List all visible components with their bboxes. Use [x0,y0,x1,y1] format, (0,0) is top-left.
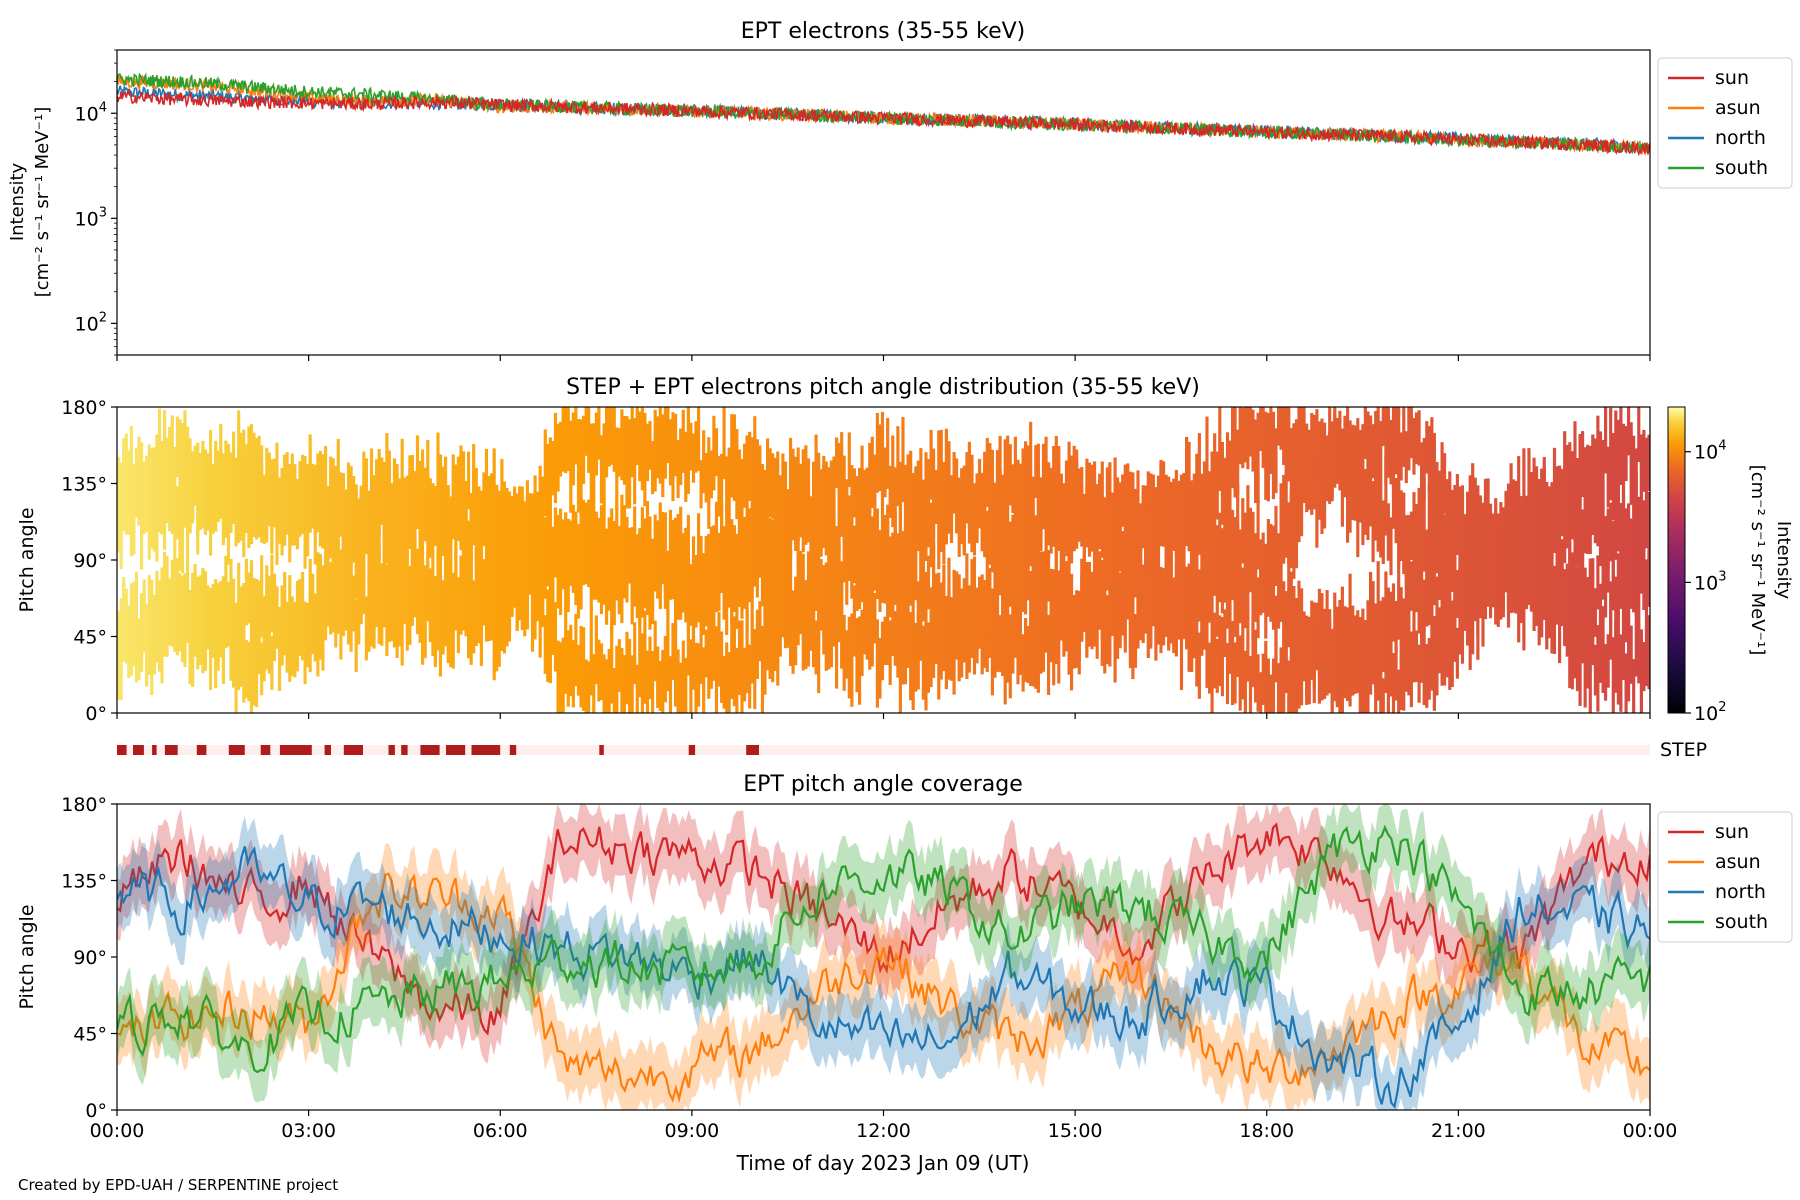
step-on-interval-5 [228,745,245,755]
coverage-y-tick-label-3: 135° [61,871,107,893]
step-on-interval-10 [388,745,395,755]
coverage-y-tick-label-1: 45° [73,1024,107,1046]
step-on-interval-2 [152,745,157,755]
coverage-series-sun [117,822,1650,1036]
x-tick-label-3: 09:00 [664,1120,719,1142]
intensity-panel: EPT electrons (35-55 keV) 102 103 104 Inte… [7,19,1793,361]
x-tick-label-7: 21:00 [1431,1120,1486,1142]
intensity-legend: sun asun north south [1657,57,1793,189]
pad-y-tick-label-0: 0° [85,703,107,725]
pad-heatmap-cells [117,407,1650,713]
footer-credit: Created by EPD-UAH / SERPENTINE project [18,1176,338,1194]
intensity-y-tick-label-0: 102 [75,310,107,335]
colorbar-tick-label-2: 104 [1694,439,1726,464]
x-tick-label-2: 06:00 [473,1120,528,1142]
step-on-interval-7 [279,745,312,755]
step-on-interval-6 [260,745,271,755]
step-on-interval-15 [509,745,517,755]
coverage-legend-label-sun: sun [1715,821,1749,843]
pad-y-tick-label-3: 135° [61,474,107,496]
pad-y-tick-label-2: 90° [73,550,107,572]
intensity-x-ticks [116,355,1651,361]
coverage-x-ticks: 00:00 03:00 06:00 09:00 12:00 15:00 18:00 21:00… [90,1110,1678,1142]
step-strip-label: STEP [1660,739,1707,761]
intensity-legend-label-north: north [1715,127,1766,149]
intensity-y-tick-label-1: 103 [75,205,107,230]
coverage-panel: EPT pitch angle coverage 0° 45° 90° 135° 180… [16,772,1793,1175]
pad-panel-title: STEP + EPT electrons pitch angle distrib… [566,375,1200,400]
step-on-interval-14 [471,745,501,755]
coverage-legend-label-south: south [1715,911,1768,933]
step-on-interval-18 [746,745,759,755]
step-on-interval-0 [117,745,127,755]
coverage-legend-label-north: north [1715,881,1766,903]
intensity-legend-box [1657,57,1793,189]
step-strip: STEP [117,739,1707,761]
pad-y-tick-label-1: 45° [73,627,107,649]
x-tick-label-1: 03:00 [281,1120,336,1142]
intensity-y-tick-label-2: 104 [75,100,107,125]
step-on-interval-1 [133,745,144,755]
colorbar [1667,406,1686,714]
step-on-interval-3 [164,745,178,755]
intensity-y-label-line1: Intensity [7,162,28,241]
pad-y-tick-label-4: 180° [61,397,107,419]
coverage-legend-box [1657,811,1793,943]
coverage-y-tick-label-4: 180° [61,794,107,816]
coverage-legend: sun asun north south [1657,811,1793,943]
step-on-intervals [117,745,759,755]
coverage-band-north [117,815,1650,1110]
intensity-legend-label-south: south [1715,157,1768,179]
colorbar-ticks: 102 103 104 [1685,439,1726,725]
coverage-band-south [117,804,1650,1103]
x-tick-label-0: 00:00 [90,1120,145,1142]
intensity-y-ticks: 102 103 104 [75,49,117,356]
x-tick-label-5: 15:00 [1048,1120,1103,1142]
coverage-series-south [117,824,1650,1074]
step-strip-background [117,745,1650,755]
pad-panel: STEP + EPT electrons pitch angle distrib… [16,375,1794,725]
step-on-interval-12 [420,745,440,755]
pad-y-label: Pitch angle [16,507,38,612]
x-axis-label: Time of day 2023 Jan 09 (UT) [736,1151,1030,1175]
intensity-y-label-line2: [cm⁻² s⁻¹ sr⁻¹ MeV⁻¹] [32,107,53,298]
step-on-interval-13 [446,745,466,755]
coverage-y-tick-label-2: 90° [73,947,107,969]
step-on-interval-9 [343,745,363,755]
colorbar-label-line2: [cm⁻² s⁻¹ sr⁻¹ MeV⁻¹] [1747,465,1768,656]
coverage-band-asun [117,843,1650,1110]
coverage-y-label: Pitch angle [16,904,38,1009]
colorbar-tick-label-0: 102 [1694,700,1726,725]
coverage-series-group [117,804,1650,1110]
step-on-interval-11 [401,745,408,755]
coverage-y-tick-label-0: 0° [85,1100,107,1122]
intensity-legend-label-sun: sun [1715,67,1749,89]
colorbar-tick-label-1: 103 [1694,569,1726,594]
coverage-series-north [117,845,1650,1110]
intensity-legend-label-asun: asun [1715,97,1761,119]
x-tick-label-6: 18:00 [1239,1120,1294,1142]
intensity-panel-title: EPT electrons (35-55 keV) [741,19,1026,44]
step-on-interval-4 [196,745,207,755]
coverage-y-ticks: 0° 45° 90° 135° 180° [61,794,117,1122]
coverage-legend-label-asun: asun [1715,851,1761,873]
pad-y-ticks: 0° 45° 90° 135° 180° [61,397,117,725]
intensity-series-group [117,72,1650,157]
coverage-panel-title: EPT pitch angle coverage [743,772,1023,797]
colorbar-label-line1: Intensity [1773,521,1794,600]
x-tick-label-8: 00:00 [1623,1120,1678,1142]
intensity-series-sun [117,88,1650,157]
x-tick-label-4: 12:00 [856,1120,911,1142]
step-on-interval-16 [599,745,604,755]
coverage-series-asun [117,872,1650,1104]
coverage-band-sun [117,804,1650,1064]
intensity-series-south [117,72,1650,155]
step-on-interval-17 [688,745,696,755]
pad-x-ticks [116,713,1651,719]
step-on-interval-8 [324,745,331,755]
